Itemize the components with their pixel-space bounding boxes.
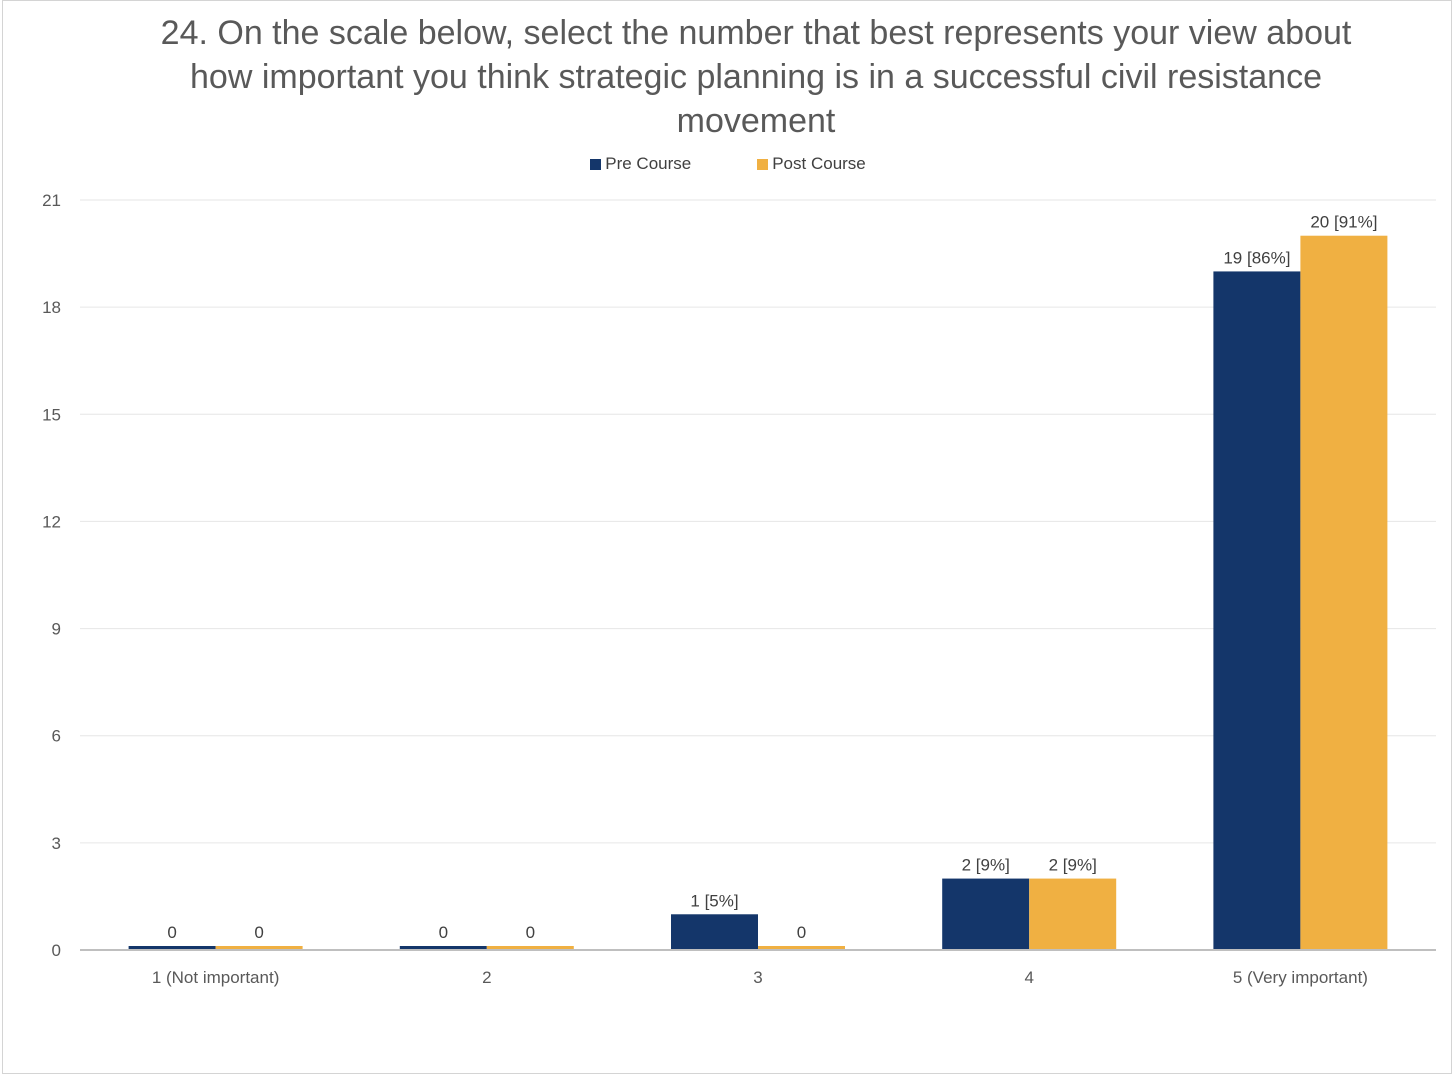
- y-tick-label: 12: [42, 512, 61, 531]
- data-label: 0: [526, 923, 535, 942]
- bar: [128, 946, 216, 950]
- bar: [671, 914, 758, 950]
- bar: [399, 946, 487, 950]
- bar: [215, 946, 303, 950]
- x-tick-label: 5 (Very important): [1233, 968, 1368, 987]
- y-tick-label: 3: [52, 834, 61, 853]
- bar: [1213, 271, 1301, 950]
- x-tick-label: 3: [753, 968, 762, 987]
- y-tick-label: 15: [42, 405, 61, 424]
- legend-swatch-pre-course: [590, 158, 602, 170]
- y-tick-label: 21: [42, 191, 61, 210]
- data-label: 2 [9%]: [1049, 856, 1097, 875]
- bar: [1300, 235, 1388, 950]
- bar: [758, 946, 845, 950]
- bar: [942, 878, 1030, 950]
- legend-item-pre-course: Pre Course: [590, 154, 691, 174]
- x-tick-label: 2: [482, 968, 491, 987]
- data-label: 0: [797, 923, 806, 942]
- y-tick-label: 9: [52, 620, 61, 639]
- legend: Pre Course Post Course: [0, 154, 1456, 174]
- data-label: 2 [9%]: [962, 856, 1010, 875]
- legend-item-post-course: Post Course: [757, 154, 866, 174]
- legend-label-post-course: Post Course: [772, 154, 866, 173]
- data-label: 0: [254, 923, 263, 942]
- y-tick-label: 18: [42, 298, 61, 317]
- data-label: 0: [167, 923, 176, 942]
- x-tick-label: 1 (Not important): [152, 968, 280, 987]
- data-label: 20 [91%]: [1310, 213, 1377, 232]
- data-label: 19 [86%]: [1223, 248, 1290, 267]
- x-tick-label: 4: [1024, 968, 1033, 987]
- y-tick-label: 0: [52, 941, 61, 960]
- legend-swatch-post-course: [757, 158, 769, 170]
- bar: [486, 946, 574, 950]
- data-label: 0: [439, 923, 448, 942]
- legend-label-pre-course: Pre Course: [605, 154, 692, 173]
- bar: [1029, 878, 1117, 950]
- data-label: 1 [5%]: [690, 891, 738, 910]
- chart-title: 24. On the scale below, select the numbe…: [160, 14, 1352, 140]
- y-tick-label: 6: [52, 727, 61, 746]
